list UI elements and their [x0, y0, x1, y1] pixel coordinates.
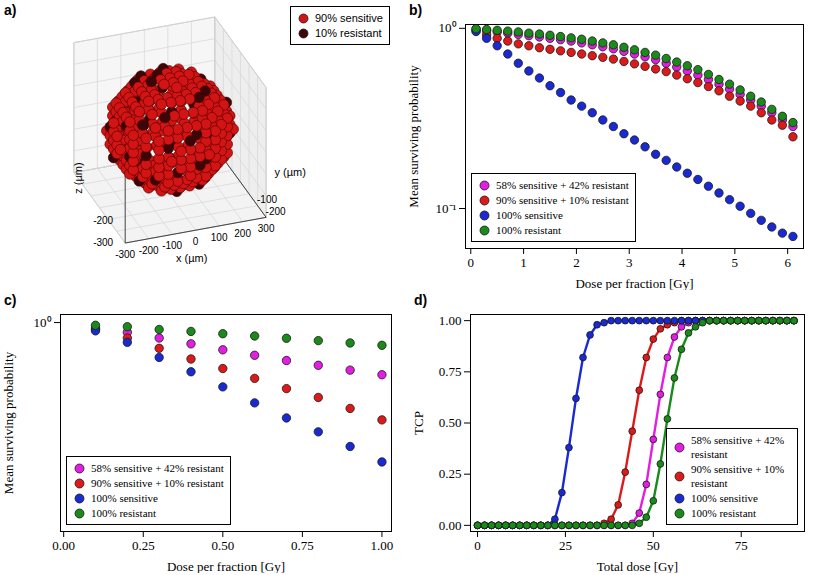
svg-text:0.75: 0.75 — [439, 364, 462, 379]
svg-text:1: 1 — [520, 255, 527, 270]
svg-text:-100: -100 — [257, 194, 277, 205]
svg-text:-200: -200 — [266, 206, 286, 217]
svg-text:1.00: 1.00 — [371, 538, 394, 553]
svg-text:1.00: 1.00 — [439, 313, 462, 328]
svg-text:-300: -300 — [115, 249, 135, 260]
html-text:58% sensitive + 42% resistant: 58% sensitive + 42% resistant — [691, 434, 785, 460]
html-text:a): a) — [4, 2, 17, 18]
html-text:90% sensitive + 10% resistant: 90% sensitive + 10% resistant — [91, 477, 224, 489]
svg-text:x (µm): x (µm) — [176, 252, 207, 264]
html-text:b): b) — [409, 2, 423, 18]
svg-text:0: 0 — [193, 236, 199, 247]
svg-text:-200: -200 — [139, 245, 159, 256]
svg-text:0: 0 — [468, 255, 475, 270]
html-text:100% sensitive: 100% sensitive — [691, 492, 758, 504]
svg-text:0.75: 0.75 — [291, 538, 314, 553]
html-text:100% sensitive: 100% sensitive — [91, 492, 158, 504]
html-text:90% sensitive: 90% sensitive — [315, 12, 383, 24]
svg-text:Total dose [Gy]: Total dose [Gy] — [597, 559, 678, 574]
svg-text:0.00: 0.00 — [52, 538, 75, 553]
html-text:100% resistant: 100% resistant — [91, 507, 157, 519]
svg-text:10⁰: 10⁰ — [34, 315, 52, 330]
svg-text:Mean surviving probability: Mean surviving probability — [406, 65, 421, 208]
svg-text:200: 200 — [234, 228, 251, 239]
svg-text:2: 2 — [573, 255, 580, 270]
svg-text:10⁰: 10⁰ — [439, 20, 457, 35]
html-text:90% sensitive + 10% resistant: 90% sensitive + 10% resistant — [496, 194, 629, 206]
svg-text:0.50: 0.50 — [439, 415, 462, 430]
html-text:d): d) — [414, 292, 428, 308]
svg-text:-100: -100 — [162, 240, 182, 251]
svg-text:75: 75 — [735, 538, 748, 553]
svg-text:50: 50 — [647, 538, 660, 553]
svg-text:-300: -300 — [93, 237, 113, 248]
svg-text:0.25: 0.25 — [439, 466, 462, 481]
svg-text:10⁻¹: 10⁻¹ — [436, 201, 457, 216]
svg-text:Mean surviving probability: Mean surviving probability — [1, 351, 16, 494]
html-text:58% sensitive + 42% resistant: 58% sensitive + 42% resistant — [496, 179, 629, 191]
html-text:58% sensitive + 42% resistant: 58% sensitive + 42% resistant — [91, 462, 224, 474]
svg-text:0.50: 0.50 — [211, 538, 234, 553]
svg-text:0.00: 0.00 — [439, 518, 462, 533]
html-text:c): c) — [4, 292, 17, 308]
html-text:90% sensitive + 10% resistant: 90% sensitive + 10% resistant — [691, 463, 785, 489]
svg-text:z (µm): z (µm) — [72, 162, 84, 193]
svg-text:25: 25 — [559, 538, 572, 553]
svg-text:6: 6 — [784, 255, 791, 270]
svg-text:300: 300 — [258, 223, 275, 234]
html-text:100% resistant: 100% resistant — [691, 507, 757, 519]
svg-text:Dose per fraction [Gy]: Dose per fraction [Gy] — [167, 559, 285, 574]
svg-text:0.25: 0.25 — [132, 538, 155, 553]
svg-text:Dose per fraction [Gy]: Dose per fraction [Gy] — [575, 276, 693, 291]
html-text:10% resistant: 10% resistant — [315, 27, 382, 39]
svg-text:100: 100 — [211, 232, 228, 243]
html-text:100% sensitive: 100% sensitive — [496, 209, 563, 221]
svg-text:y (µm): y (µm) — [274, 166, 305, 178]
svg-text:TCP: TCP — [411, 411, 426, 435]
svg-text:5: 5 — [732, 255, 739, 270]
svg-text:3: 3 — [626, 255, 633, 270]
svg-text:0: 0 — [474, 538, 481, 553]
svg-text:-200: -200 — [93, 215, 113, 226]
html-text:100% resistant: 100% resistant — [496, 224, 562, 236]
svg-text:4: 4 — [679, 255, 686, 270]
